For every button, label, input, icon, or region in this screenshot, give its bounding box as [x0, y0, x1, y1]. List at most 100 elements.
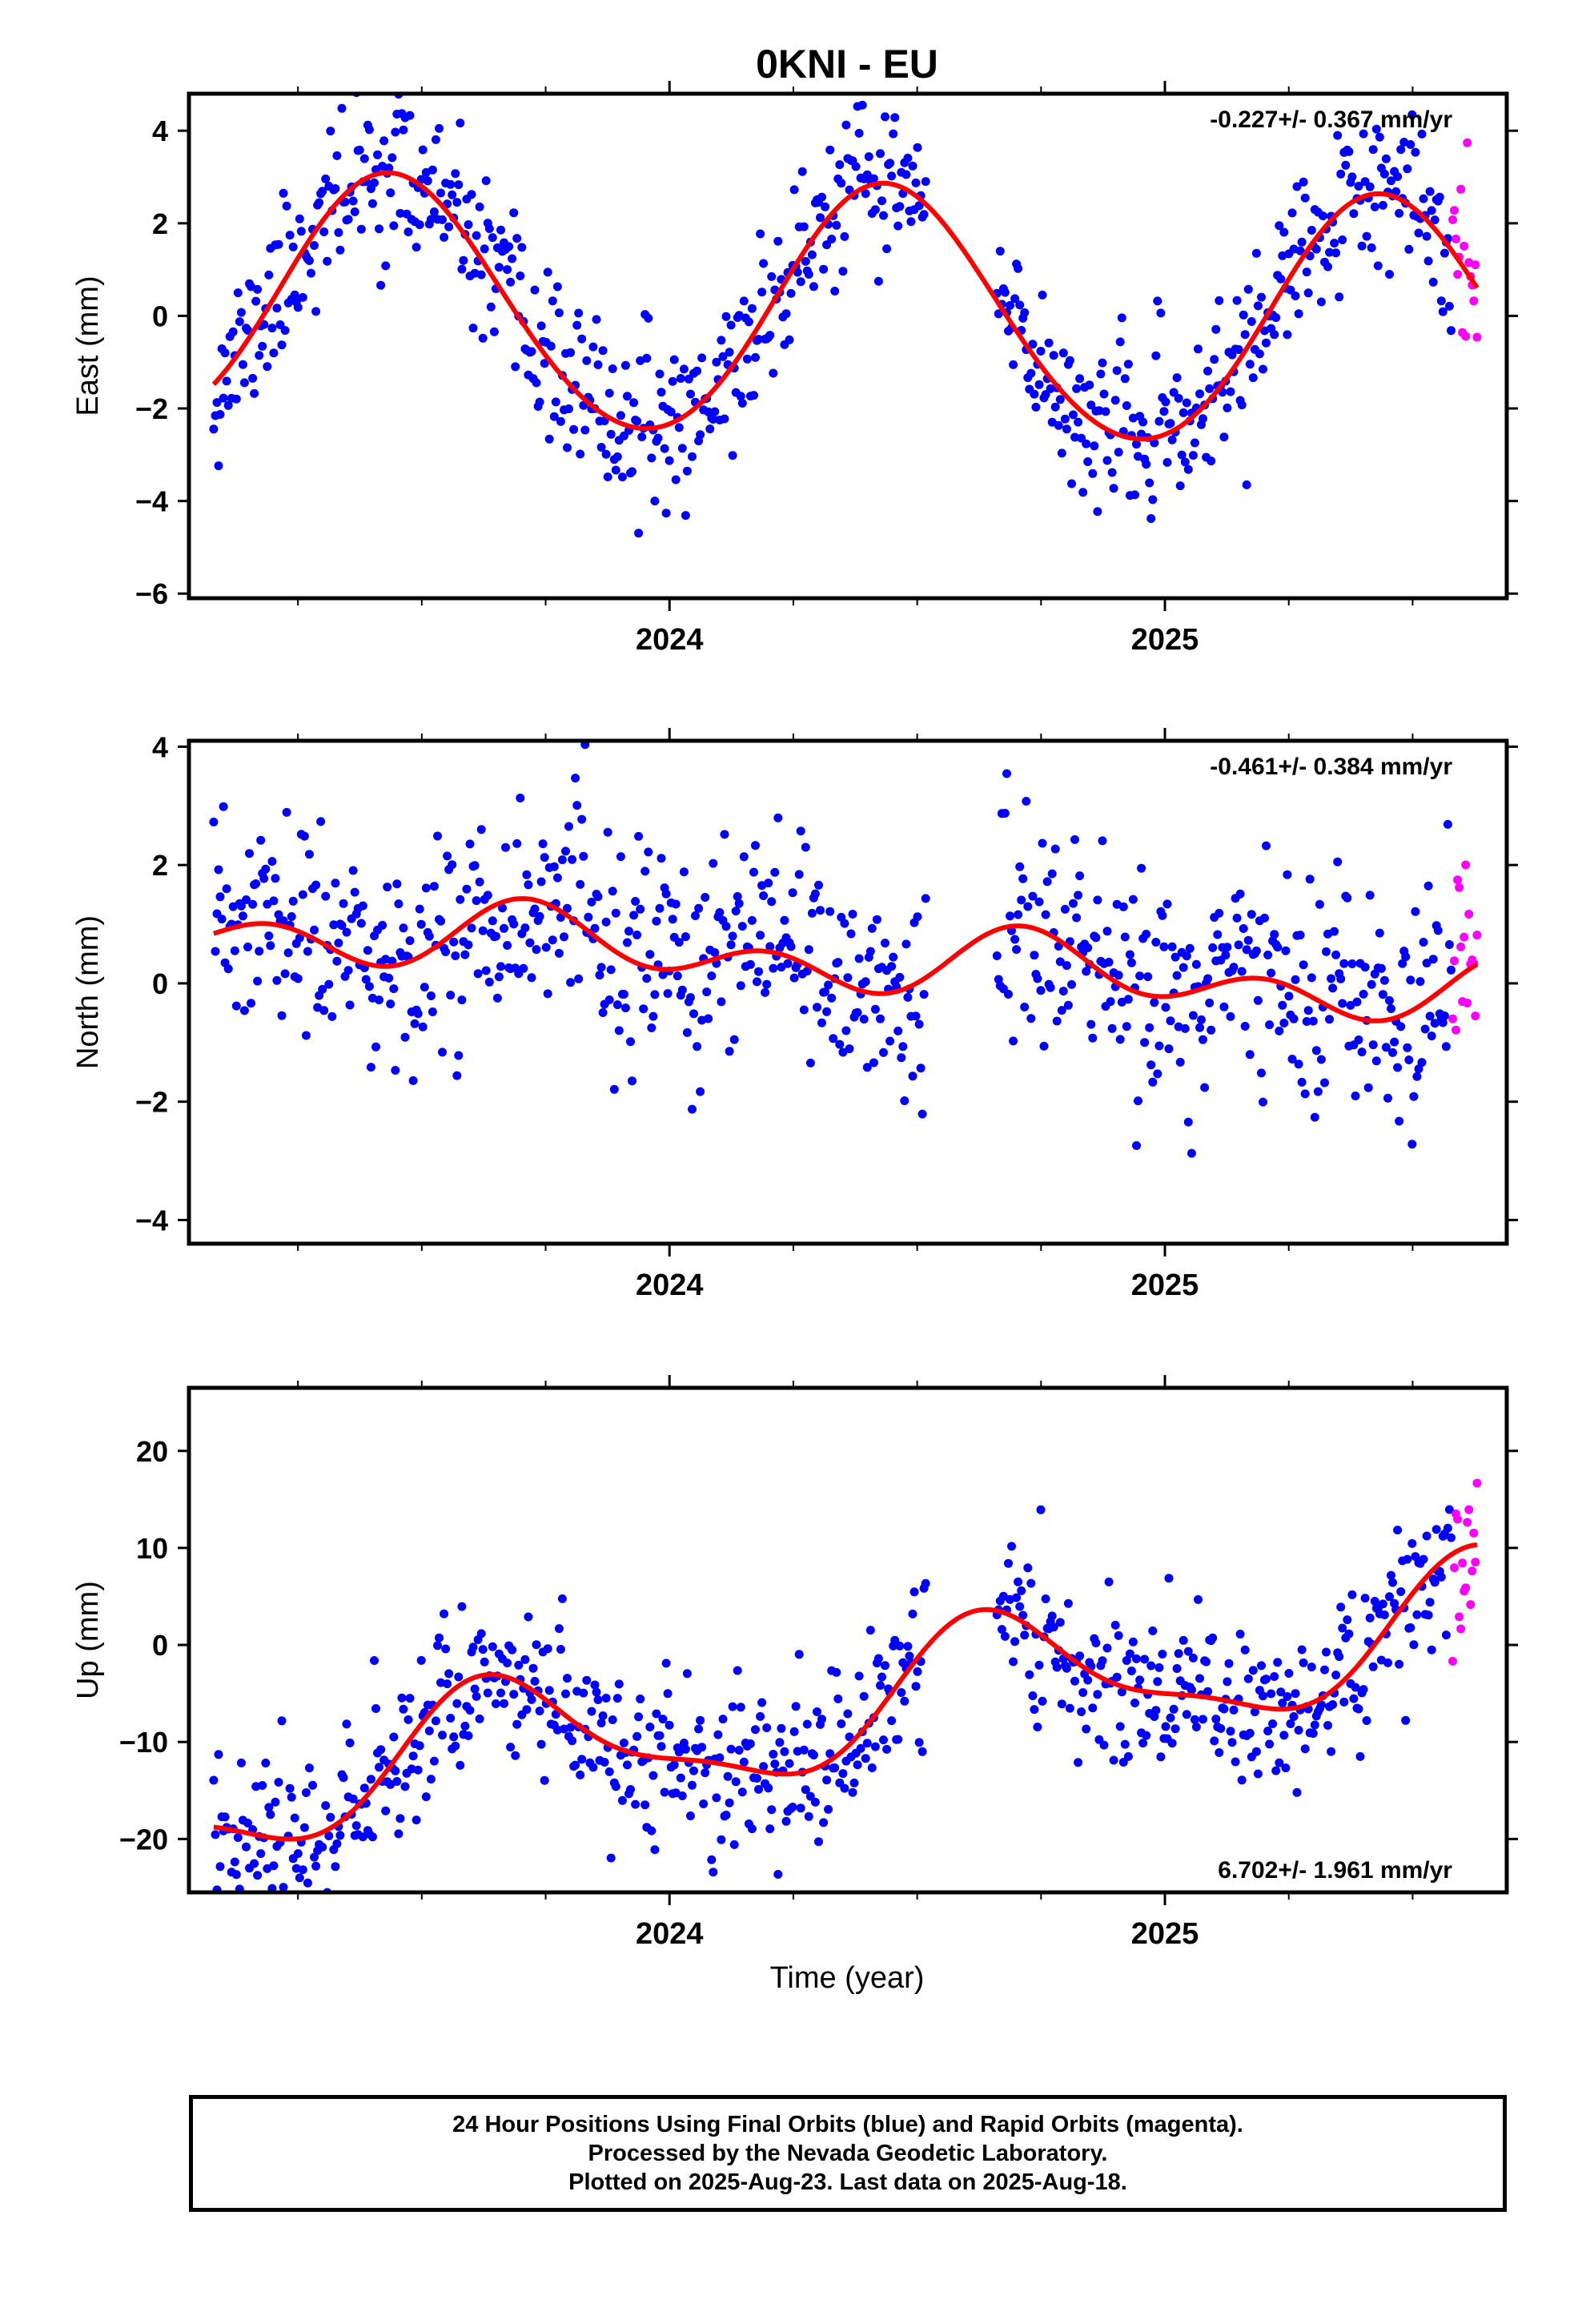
final-orbit-point	[1243, 935, 1253, 945]
final-orbit-point	[1396, 1587, 1406, 1596]
final-orbit-point	[1423, 881, 1433, 891]
final-orbit-point	[1120, 374, 1130, 384]
final-orbit-point	[568, 1736, 577, 1746]
final-orbit-point	[1347, 172, 1357, 182]
rapid-orbit-point	[1461, 860, 1471, 870]
final-orbit-point	[903, 992, 913, 1002]
final-orbit-point	[272, 975, 282, 985]
x-tick-label: 2024	[636, 1917, 704, 1951]
final-orbit-point	[1065, 1703, 1074, 1713]
final-orbit-point	[777, 963, 786, 972]
final-orbit-point	[307, 1903, 315, 1912]
final-orbit-point	[318, 1843, 327, 1852]
final-orbit-point	[601, 1694, 611, 1703]
final-orbit-point	[753, 977, 761, 987]
final-orbit-point	[1239, 310, 1248, 320]
final-orbit-point	[1034, 1660, 1044, 1670]
final-orbit-point	[1018, 874, 1028, 883]
final-orbit-point	[451, 1741, 460, 1751]
final-orbit-point	[1283, 1692, 1292, 1701]
final-orbit-point	[1259, 364, 1267, 374]
final-orbit-point	[1395, 1116, 1404, 1126]
final-orbit-point	[1065, 356, 1074, 365]
final-orbit-point	[1020, 308, 1030, 317]
final-orbit-point	[759, 259, 769, 268]
final-orbit-point	[1169, 1704, 1178, 1714]
final-orbit-point	[825, 145, 835, 155]
final-orbit-point	[645, 950, 655, 959]
final-orbit-point	[757, 287, 767, 297]
final-orbit-point	[303, 1878, 312, 1888]
final-orbit-point	[429, 882, 439, 891]
final-orbit-point	[345, 1000, 355, 1010]
final-orbit-point	[1115, 1035, 1125, 1044]
final-orbit-point	[802, 967, 812, 975]
final-orbit-point	[1038, 1696, 1047, 1706]
final-orbit-point	[1338, 1623, 1347, 1633]
final-orbit-point	[1046, 983, 1055, 992]
final-orbit-point	[1063, 1000, 1073, 1010]
final-orbit-point	[1162, 899, 1172, 909]
final-orbit-point	[350, 887, 359, 897]
final-orbit-point	[809, 282, 818, 292]
final-orbit-point	[1137, 863, 1146, 873]
final-orbit-point	[608, 887, 617, 896]
final-orbit-point	[1086, 400, 1096, 410]
final-orbit-point	[1279, 227, 1289, 237]
final-orbit-point	[367, 1832, 377, 1842]
final-orbit-point	[819, 1818, 829, 1827]
final-orbit-point	[1354, 1035, 1363, 1044]
final-orbit-point	[1323, 1721, 1332, 1730]
final-orbit-point	[869, 174, 878, 183]
final-orbit-point	[809, 1751, 818, 1759]
final-orbit-point	[737, 922, 747, 931]
y-tick-label: 0	[152, 967, 168, 1000]
final-orbit-point	[876, 1681, 885, 1691]
final-orbit-point	[796, 277, 805, 287]
final-orbit-point	[267, 324, 277, 333]
final-orbit-point	[1287, 1055, 1297, 1063]
final-orbit-point	[370, 178, 379, 187]
final-orbit-point	[1265, 1020, 1275, 1030]
final-orbit-point	[1034, 897, 1044, 907]
final-orbit-point	[611, 1782, 620, 1791]
final-orbit-point	[765, 331, 775, 340]
final-orbit-point	[483, 1688, 492, 1698]
final-orbit-point	[1180, 457, 1190, 467]
final-orbit-point	[1153, 1069, 1162, 1079]
final-orbit-point	[696, 430, 705, 440]
final-orbit-point	[552, 282, 562, 292]
final-orbit-point	[903, 153, 913, 163]
final-orbit-point	[593, 1695, 603, 1704]
final-orbit-point	[1102, 927, 1112, 936]
final-orbit-point	[1197, 1015, 1206, 1024]
final-orbit-point	[1423, 1610, 1433, 1620]
final-orbit-point	[1046, 384, 1055, 393]
final-orbit-point	[1245, 360, 1255, 369]
final-orbit-point	[211, 947, 220, 956]
final-orbit-point	[522, 870, 532, 879]
final-orbit-point	[1082, 1724, 1091, 1734]
final-orbit-point	[606, 1853, 616, 1863]
final-orbit-point	[512, 1719, 522, 1729]
final-orbit-point	[1419, 938, 1428, 947]
final-orbit-point	[1215, 1748, 1224, 1757]
final-orbit-point	[921, 177, 930, 187]
final-orbit-point	[1017, 895, 1026, 905]
final-orbit-point	[446, 991, 456, 1000]
final-orbit-point	[900, 1096, 909, 1105]
final-orbit-point	[1123, 995, 1133, 1004]
final-orbit-point	[238, 360, 247, 369]
final-orbit-point	[1360, 963, 1370, 972]
final-orbit-point	[454, 1051, 464, 1060]
final-orbit-point	[1370, 1597, 1379, 1606]
final-orbit-point	[911, 178, 921, 187]
final-orbit-point	[1240, 1022, 1250, 1031]
final-orbit-point	[1025, 731, 1034, 740]
final-orbit-point	[491, 1699, 500, 1708]
final-orbit-point	[794, 1650, 804, 1659]
final-orbit-point	[636, 904, 645, 914]
final-orbit-point	[1308, 1016, 1318, 1026]
final-orbit-point	[215, 892, 225, 902]
